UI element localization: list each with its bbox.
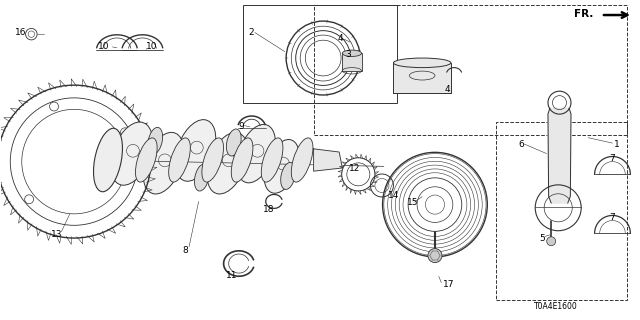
Text: 12: 12 <box>349 164 361 173</box>
Text: 11: 11 <box>226 271 237 280</box>
Polygon shape <box>548 108 571 203</box>
Ellipse shape <box>394 58 451 68</box>
Text: T0A4E1600: T0A4E1600 <box>534 302 578 311</box>
Ellipse shape <box>136 138 157 182</box>
Text: 4: 4 <box>445 85 450 94</box>
Ellipse shape <box>93 128 122 192</box>
Ellipse shape <box>231 138 253 182</box>
Ellipse shape <box>148 127 163 154</box>
Text: 3: 3 <box>346 50 351 59</box>
Bar <box>243 5 397 103</box>
Bar <box>394 63 451 93</box>
Ellipse shape <box>342 50 362 56</box>
Bar <box>342 53 362 71</box>
Text: 18: 18 <box>262 205 274 214</box>
Text: 8: 8 <box>182 246 188 255</box>
Text: 16: 16 <box>15 28 26 37</box>
Ellipse shape <box>175 120 216 181</box>
Ellipse shape <box>202 138 223 182</box>
Text: 15: 15 <box>407 197 419 206</box>
Ellipse shape <box>237 124 275 183</box>
Text: 7: 7 <box>609 154 615 163</box>
Polygon shape <box>314 149 342 171</box>
Ellipse shape <box>227 129 241 156</box>
Ellipse shape <box>169 138 190 182</box>
Text: 2: 2 <box>248 28 254 37</box>
Ellipse shape <box>111 122 152 185</box>
Text: 4: 4 <box>337 35 343 44</box>
Text: 6: 6 <box>518 140 524 148</box>
Text: 10: 10 <box>98 42 109 52</box>
Ellipse shape <box>261 138 283 182</box>
Ellipse shape <box>291 138 313 182</box>
Ellipse shape <box>281 163 296 189</box>
Text: 7: 7 <box>609 213 615 222</box>
Text: 17: 17 <box>443 280 454 289</box>
Text: 14: 14 <box>388 190 400 200</box>
Text: 9: 9 <box>238 122 244 131</box>
Ellipse shape <box>143 132 184 194</box>
Ellipse shape <box>428 249 442 263</box>
Ellipse shape <box>264 140 300 193</box>
Ellipse shape <box>195 164 209 191</box>
Bar <box>314 5 627 134</box>
Ellipse shape <box>207 132 248 194</box>
Text: 13: 13 <box>51 230 62 239</box>
Ellipse shape <box>547 237 556 246</box>
Text: 10: 10 <box>147 42 158 52</box>
Text: FR.: FR. <box>574 9 593 19</box>
Text: 1: 1 <box>614 140 620 148</box>
Text: 5: 5 <box>539 234 545 243</box>
Bar <box>495 122 627 300</box>
